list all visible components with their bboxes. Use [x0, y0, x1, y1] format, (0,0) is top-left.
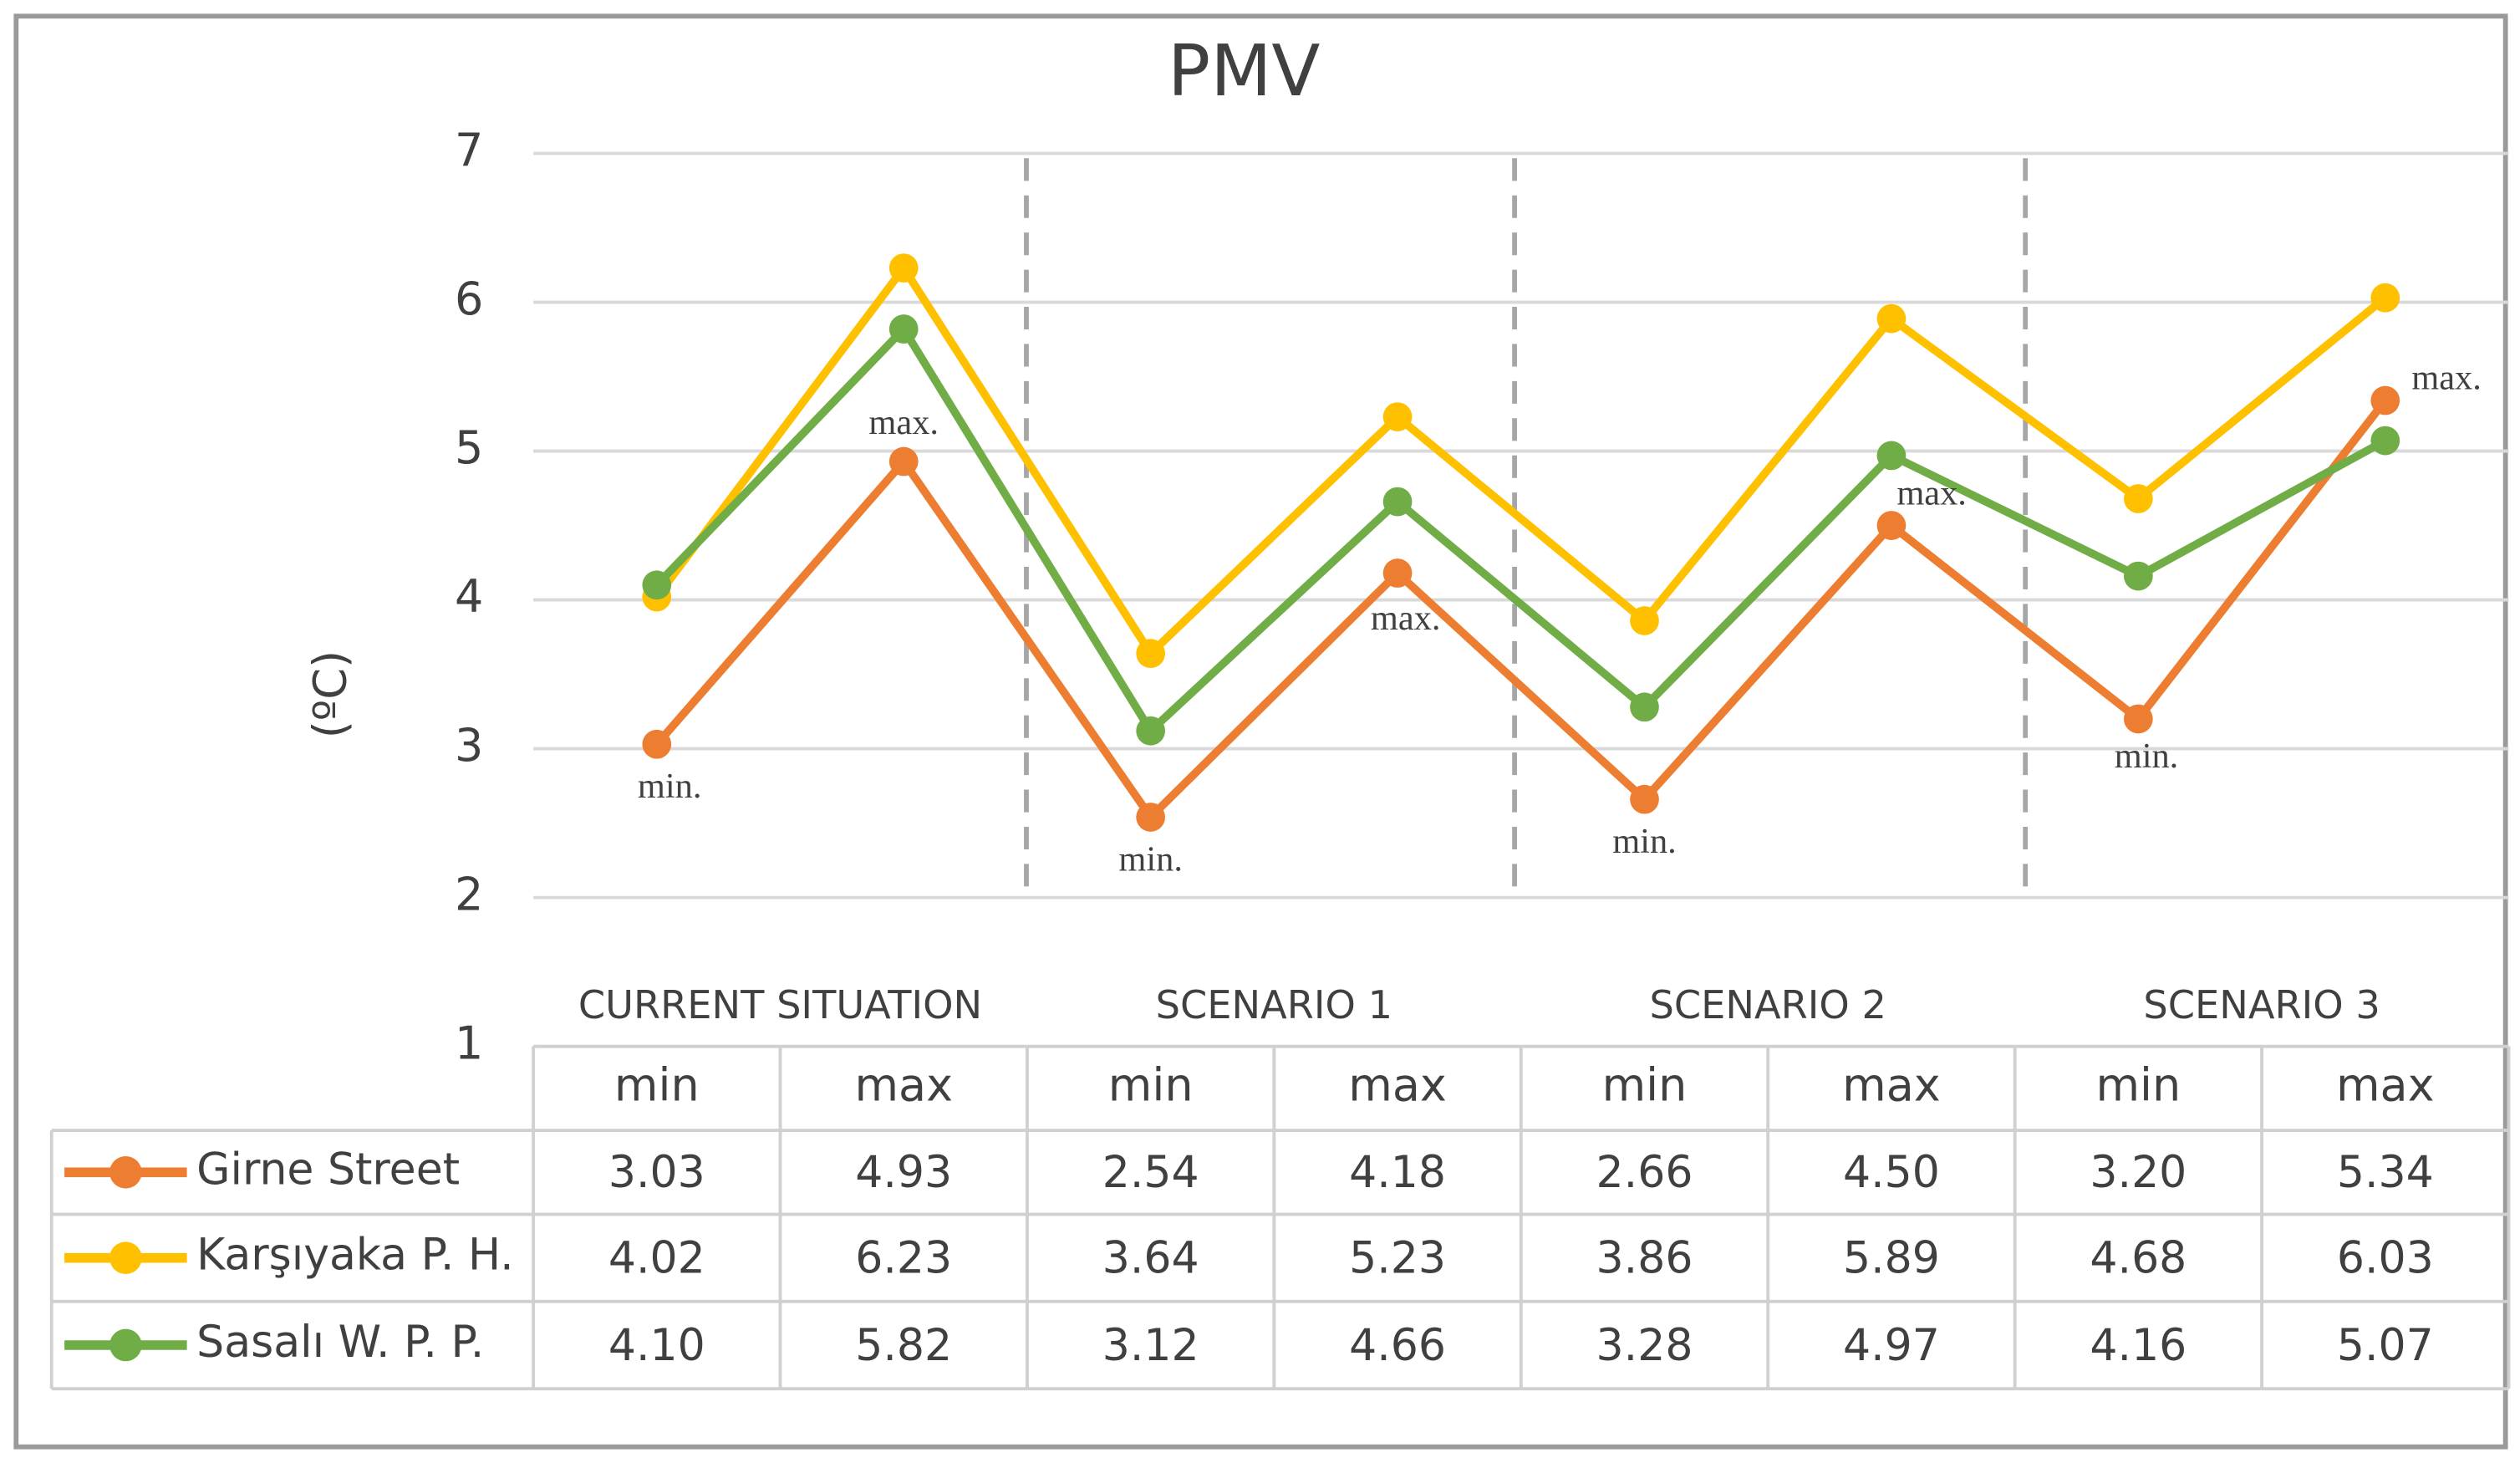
annotation: max.: [2411, 359, 2482, 398]
x-tick-label: min: [1108, 1058, 1194, 1111]
group-label: CURRENT SITUATION: [578, 982, 982, 1027]
table-value: 5.34: [2337, 1148, 2434, 1198]
annotation: max.: [1371, 599, 1441, 638]
point: [642, 729, 672, 759]
point: [888, 314, 919, 344]
table-value: 3.86: [1596, 1234, 1693, 1284]
x-tick-label: max: [1348, 1058, 1447, 1111]
table-value: 5.07: [2337, 1321, 2434, 1371]
chart-title: PMV: [1168, 30, 1320, 113]
point: [888, 253, 919, 283]
table-value: 4.50: [1843, 1148, 1940, 1198]
legend-marker: [109, 1156, 142, 1189]
point: [2124, 561, 2153, 591]
group-label: SCENARIO 1: [1156, 982, 1392, 1027]
series-line: [654, 324, 2388, 736]
point: [1136, 803, 1166, 832]
table-value: 5.89: [1843, 1234, 1940, 1284]
annotation: min.: [2115, 737, 2179, 776]
table-value: 3.20: [2090, 1148, 2187, 1198]
table-value: 4.10: [608, 1321, 705, 1371]
legend-marker: [109, 1241, 142, 1275]
y-tick-label: 3: [455, 719, 483, 772]
group-label: SCENARIO 3: [2143, 982, 2380, 1027]
point: [1382, 487, 1413, 517]
legend-label: Girne Street: [196, 1144, 460, 1195]
point: [2370, 385, 2400, 415]
table-value: 2.54: [1102, 1148, 1199, 1198]
point: [1382, 402, 1413, 431]
point: [1876, 303, 1907, 334]
legend-label: Karşıyaka P. H.: [196, 1231, 514, 1281]
table-value: 4.68: [2090, 1234, 2187, 1284]
point: [1876, 511, 1907, 540]
table-value: 4.66: [1349, 1321, 1446, 1371]
point: [1136, 716, 1166, 746]
point: [1382, 558, 1413, 588]
x-tick-label: max: [1842, 1058, 1941, 1111]
table-value: 6.03: [2337, 1234, 2434, 1284]
point: [888, 446, 919, 477]
y-tick-label: 4: [455, 570, 483, 623]
point: [1630, 606, 1659, 635]
point: [642, 570, 672, 600]
group-label: SCENARIO 2: [1650, 982, 1886, 1027]
series-line: [653, 263, 2388, 658]
annotation: max.: [868, 403, 939, 442]
y-tick-label: 5: [455, 421, 483, 474]
point: [2370, 283, 2400, 313]
point: [1630, 692, 1659, 722]
y-tick-label: 2: [455, 868, 483, 920]
frame: [13, 13, 2508, 1450]
annotation: min.: [638, 767, 702, 806]
point: [2124, 704, 2153, 734]
table-value: 6.23: [855, 1234, 952, 1284]
separators: [1024, 158, 2029, 898]
annotation: max.: [1896, 474, 1967, 513]
table-value: 3.12: [1102, 1321, 1199, 1371]
point: [2124, 484, 2153, 513]
x-tick-label: min: [1602, 1058, 1688, 1111]
table-value: 4.16: [2090, 1321, 2187, 1371]
table-value: 5.82: [855, 1321, 952, 1371]
series-line: [654, 398, 2389, 822]
y-tick-label: 6: [455, 273, 483, 325]
y-tick-label: 7: [455, 124, 483, 176]
table-value: 5.23: [1349, 1234, 1446, 1284]
annotation: min.: [1118, 839, 1183, 879]
table-value: 4.18: [1349, 1148, 1446, 1198]
x-tick-label: min: [2095, 1058, 2181, 1111]
legend-label: Sasalı W. P. P.: [196, 1318, 484, 1368]
table-grid: [49, 1044, 2511, 1391]
table-value: 2.66: [1596, 1148, 1693, 1198]
table-value: 4.93: [855, 1148, 952, 1198]
table-value: 3.64: [1102, 1234, 1199, 1284]
x-tick-label: max: [2336, 1058, 2435, 1111]
table-value: 3.03: [608, 1148, 705, 1198]
x-tick-label: min: [614, 1058, 700, 1111]
table-value: 4.97: [1843, 1321, 1940, 1371]
table-value: 3.28: [1596, 1321, 1693, 1371]
y-axis-label: (ºC): [304, 650, 357, 738]
point: [1876, 441, 1907, 471]
x-tick-label: max: [854, 1058, 953, 1111]
legend-marker: [109, 1328, 142, 1362]
table-value: 4.02: [608, 1234, 705, 1284]
point: [1136, 639, 1166, 669]
point: [2370, 426, 2400, 456]
point: [1630, 784, 1659, 814]
y-tick-label: 1: [455, 1017, 483, 1069]
annotation: min.: [1612, 822, 1677, 861]
